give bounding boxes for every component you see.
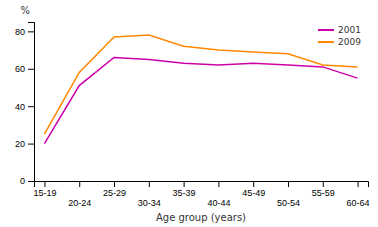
y-axis-line	[28, 23, 35, 182]
x-tick-mark	[218, 181, 219, 187]
x-tick-mark	[253, 181, 254, 187]
x-tick-label: 15-19	[33, 188, 56, 198]
x-tick-mark	[114, 181, 115, 187]
x-tick-label: 25-29	[103, 188, 126, 198]
y-axis: 0 20 40 60 80	[15, 23, 35, 187]
x-tick: 35-39	[173, 181, 196, 198]
x-axis-title: Age group (years)	[156, 212, 246, 223]
y-tick: 40	[15, 102, 34, 112]
legend-item: 2001	[318, 25, 361, 35]
y-tick: 0	[20, 176, 34, 186]
y-tick: 20	[15, 139, 34, 149]
x-tick-mark	[358, 181, 359, 187]
x-tick: 25-29	[103, 181, 126, 198]
x-tick-label: 50-54	[277, 198, 300, 208]
y-tick-label: 20	[15, 139, 25, 149]
x-tick-mark	[79, 181, 80, 187]
y-tick-label: 80	[15, 27, 25, 37]
legend-item: 2009	[318, 37, 361, 47]
y-tick-mark	[28, 144, 34, 145]
y-tick: 80	[15, 27, 34, 37]
x-tick-label: 40-44	[207, 198, 230, 208]
chart: 15-19 20-24 25-29 30-34 35-39 40-44 45-49 50-54…	[0, 0, 378, 227]
x-tick-mark	[149, 181, 150, 187]
y-tick: 60	[15, 64, 34, 74]
legend: 2001 2009	[318, 25, 361, 47]
x-tick: 30-34	[138, 181, 161, 208]
x-tick-label: 45-49	[242, 188, 265, 198]
legend-label: 2009	[338, 37, 361, 47]
x-tick-label: 60-64	[347, 198, 370, 208]
x-tick: 20-24	[68, 181, 91, 208]
y-tick-label: 60	[15, 64, 25, 74]
x-tick: 15-19	[33, 181, 56, 198]
x-axis-line	[35, 182, 369, 188]
legend-label: 2001	[338, 25, 361, 35]
x-tick: 55-59	[312, 181, 335, 198]
x-tick-label: 30-34	[138, 198, 161, 208]
x-tick: 40-44	[207, 181, 230, 208]
x-tick: 60-64	[347, 181, 370, 208]
x-tick-label: 55-59	[312, 188, 335, 198]
y-tick-label: 40	[15, 102, 25, 112]
series-line	[44, 58, 357, 144]
y-tick-mark	[28, 31, 34, 32]
x-tick-mark	[44, 181, 45, 187]
x-tick-label: 20-24	[68, 198, 91, 208]
x-tick-mark	[184, 181, 185, 187]
y-tick-mark	[28, 69, 34, 70]
y-tick-mark	[28, 181, 34, 182]
x-tick-mark	[288, 181, 289, 187]
lines	[44, 35, 357, 143]
series-line	[44, 35, 357, 134]
y-tick-label: 0	[20, 176, 25, 186]
plot: 15-19 20-24 25-29 30-34 35-39 40-44 45-49 50-54…	[15, 23, 370, 209]
legend-swatch	[318, 41, 334, 43]
y-axis-title: %	[20, 5, 30, 16]
x-tick-mark	[323, 181, 324, 187]
x-tick: 50-54	[277, 181, 300, 208]
x-tick-label: 35-39	[173, 188, 196, 198]
legend-swatch	[318, 29, 334, 31]
x-axis: 15-19 20-24 25-29 30-34 35-39 40-44 45-49 50-54…	[33, 181, 369, 208]
y-tick-mark	[28, 106, 34, 107]
x-tick: 45-49	[242, 181, 265, 198]
